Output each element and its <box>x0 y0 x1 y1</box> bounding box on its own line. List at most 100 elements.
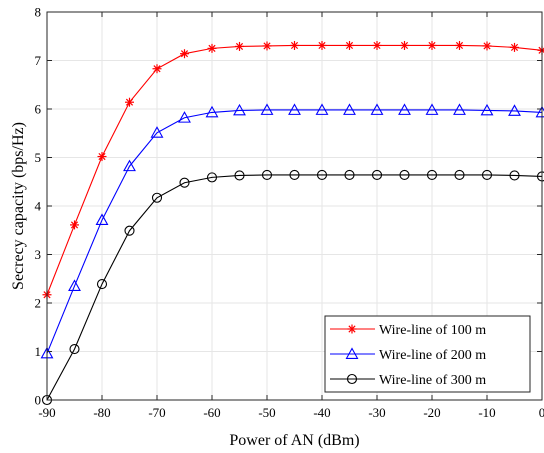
x-tick-label: -90 <box>38 405 55 420</box>
x-tick-label: -30 <box>368 405 385 420</box>
asterisk-marker <box>235 41 244 51</box>
x-tick: -30 <box>368 12 386 420</box>
x-tick: -80 <box>93 12 111 420</box>
asterisk-marker <box>400 40 409 50</box>
asterisk-marker <box>180 49 189 59</box>
x-tick-label: -60 <box>203 405 220 420</box>
triangle-marker <box>260 103 274 115</box>
asterisk-marker <box>152 64 162 74</box>
x-tick-label: -40 <box>313 405 330 420</box>
y-tick: 2 <box>35 296 542 311</box>
legend-label: Wire-line of 300 m <box>379 373 486 388</box>
circle-marker <box>261 169 273 181</box>
circle-marker <box>206 172 218 183</box>
triangle-marker <box>123 159 136 172</box>
y-tick-label: 7 <box>35 53 42 68</box>
triangle-marker <box>453 103 466 115</box>
y-tick-label: 2 <box>35 296 42 311</box>
circle-marker <box>151 192 163 203</box>
asterisk-marker <box>70 220 79 230</box>
x-tick: 0 <box>539 12 544 420</box>
triangle-marker <box>508 104 521 116</box>
circle-marker <box>316 169 328 181</box>
y-tick: 3 <box>35 247 542 262</box>
asterisk-marker <box>455 40 464 50</box>
triangle-marker <box>95 213 109 226</box>
y-tick-label: 0 <box>35 393 42 408</box>
legend-item: Wire-line of 100 m <box>330 323 486 338</box>
x-tick: -60 <box>203 12 221 420</box>
series-3 <box>41 169 544 406</box>
legend-item: Wire-line of 200 m <box>330 347 486 363</box>
asterisk-marker <box>427 40 437 50</box>
circle-marker <box>346 373 358 385</box>
legend-label: Wire-line of 200 m <box>379 348 486 363</box>
circle-marker <box>124 225 135 236</box>
circle-marker <box>399 169 410 181</box>
asterisk-marker <box>262 41 272 51</box>
asterisk-marker <box>290 40 299 50</box>
circle-marker <box>426 169 438 181</box>
x-axis-label: Power of AN (dBm) <box>229 432 359 449</box>
asterisk-marker <box>345 40 354 50</box>
y-tick: 1 <box>35 344 542 359</box>
series-line <box>46 109 543 354</box>
x-tick-label: -20 <box>423 405 440 420</box>
circle-marker <box>69 344 80 355</box>
y-axis-label: Secrecy capacity (bps/Hz) <box>10 122 27 290</box>
asterisk-marker <box>482 41 492 51</box>
circle-marker <box>481 169 493 181</box>
y-tick-label: 5 <box>35 150 42 165</box>
circle-marker <box>454 169 465 181</box>
series-line <box>46 174 543 401</box>
triangle-marker <box>68 279 81 291</box>
series-layer <box>40 40 544 406</box>
circle-marker <box>371 169 383 181</box>
triangle-marker <box>288 103 301 115</box>
triangle-marker <box>480 103 494 116</box>
triangle-marker <box>345 347 359 359</box>
y-tick: 7 <box>35 53 542 68</box>
x-tick: -50 <box>258 12 276 420</box>
circle-marker <box>344 169 355 181</box>
x-tick-label: -50 <box>258 405 275 420</box>
triangle-marker <box>205 105 219 118</box>
asterisk-marker <box>372 40 382 50</box>
x-tick-label: -80 <box>93 405 110 420</box>
triangle-marker <box>398 103 411 115</box>
asterisk-marker <box>125 97 134 107</box>
triangle-marker <box>150 126 164 138</box>
triangle-marker <box>178 111 191 123</box>
y-tick-label: 3 <box>35 247 42 262</box>
x-tick: -20 <box>423 12 441 420</box>
legend-label: Wire-line of 100 m <box>379 323 486 338</box>
y-tick-label: 4 <box>35 199 42 214</box>
circle-marker <box>234 170 245 181</box>
legend-item: Wire-line of 300 m <box>330 373 486 388</box>
triangle-marker <box>233 103 246 116</box>
asterisk-marker <box>317 40 327 50</box>
asterisk-marker <box>207 43 217 53</box>
x-axis-ticks: -90 -80 -70 -60 -50 -40 -30 -20 -10 0 <box>38 12 544 420</box>
circle-marker <box>179 177 190 188</box>
triangle-marker <box>343 103 356 115</box>
y-tick: 5 <box>35 150 542 165</box>
x-tick: -40 <box>313 12 331 420</box>
x-tick-label: -10 <box>478 405 495 420</box>
circle-marker <box>289 169 300 181</box>
y-tick-label: 8 <box>35 5 42 20</box>
y-tick: 4 <box>35 199 542 214</box>
legend: Wire-line of 100 m Wire-line of 200 m Wire… <box>324 315 531 393</box>
circle-marker <box>96 279 108 290</box>
triangle-marker <box>425 103 439 115</box>
series-2 <box>40 103 544 359</box>
x-tick: -70 <box>148 12 166 420</box>
y-tick: 6 <box>35 102 542 117</box>
y-tick-label: 6 <box>35 102 42 117</box>
y-tick: 8 <box>35 5 542 20</box>
y-tick: 0 <box>35 393 542 408</box>
asterisk-marker <box>510 42 519 52</box>
triangle-marker <box>370 103 384 115</box>
x-tick: -10 <box>478 12 496 420</box>
